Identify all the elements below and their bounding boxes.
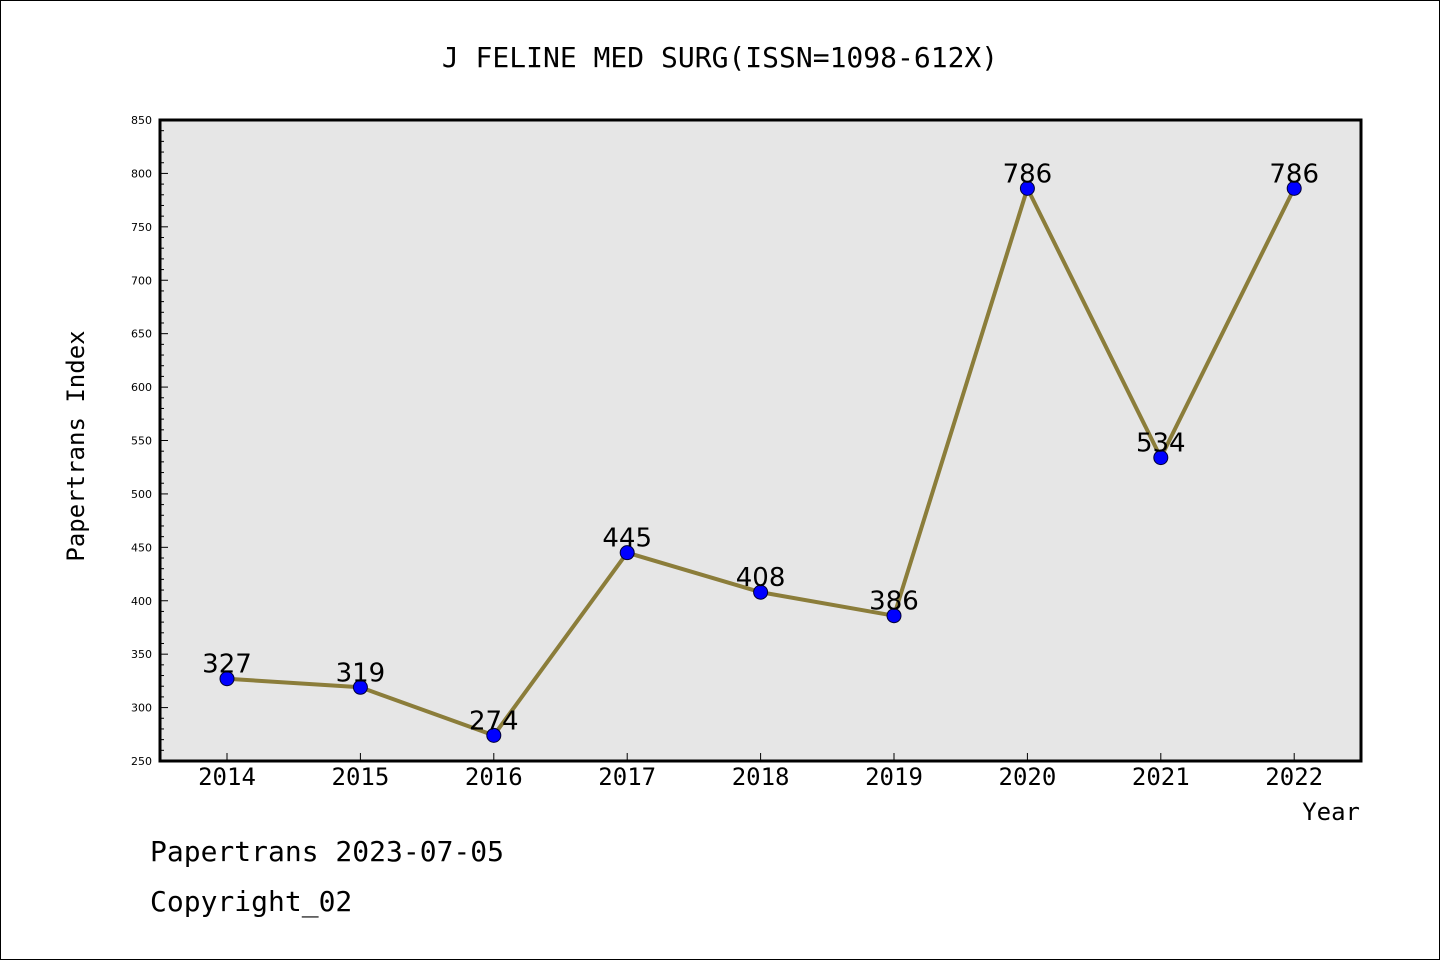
footer-date: Papertrans 2023-07-05	[150, 835, 505, 868]
x-axis-label: Year	[1302, 798, 1360, 826]
data-point	[619, 545, 635, 561]
data-point	[1019, 180, 1035, 196]
data-label: 445	[602, 524, 652, 554]
data-label: 786	[1003, 159, 1053, 189]
data-point	[352, 679, 368, 695]
x-tick-label: 2015	[332, 763, 390, 791]
y-tick-label: 400	[131, 595, 152, 608]
data-label: 534	[1136, 429, 1186, 459]
x-tick-label: 2020	[999, 763, 1057, 791]
footer-copyright: Copyright_02	[150, 885, 353, 918]
data-point	[219, 671, 235, 687]
x-axis: 2014 2015 2016 2017 2018 2019 2020 2021 2022	[198, 753, 1323, 791]
y-tick-label: 850	[131, 114, 152, 127]
data-label: 319	[336, 658, 386, 688]
x-tick-label: 2019	[865, 763, 923, 791]
x-tick-label: 2016	[465, 763, 523, 791]
data-point	[753, 584, 769, 600]
x-tick-label: 2017	[598, 763, 656, 791]
y-tick-label: 500	[131, 488, 152, 501]
data-labels: 327 319 274 445 408 386 786 534 786	[202, 159, 1319, 736]
plot-area	[158, 118, 1363, 763]
x-tick-label: 2014	[198, 763, 256, 791]
data-label: 274	[469, 706, 519, 736]
x-tick-label: 2018	[732, 763, 790, 791]
x-tick-label: 2021	[1132, 763, 1190, 791]
data-point	[1286, 180, 1302, 196]
y-tick-label: 700	[131, 274, 152, 287]
data-label: 327	[202, 650, 252, 680]
data-point	[886, 608, 902, 624]
y-tick-label: 250	[131, 755, 152, 768]
x-tick-label: 2022	[1265, 763, 1323, 791]
data-points	[219, 180, 1302, 743]
y-tick-label: 650	[131, 328, 152, 341]
y-tick-label: 750	[131, 221, 152, 234]
y-axis-label: Papertrans Index	[62, 330, 90, 561]
data-label: 786	[1269, 159, 1319, 189]
y-tick-label: 450	[131, 541, 152, 554]
data-label: 386	[869, 587, 919, 617]
y-tick-label: 350	[131, 648, 152, 661]
y-tick-label: 550	[131, 435, 152, 448]
data-label: 408	[736, 563, 786, 593]
data-point	[1153, 450, 1169, 466]
y-tick-label: 800	[131, 167, 152, 180]
chart-title: J FELINE MED SURG(ISSN=1098-612X)	[442, 41, 998, 74]
y-axis: 250 300 350 400 450 500 550 600 650 700 750 800 850	[131, 114, 168, 768]
data-point	[486, 727, 502, 743]
y-tick-label: 300	[131, 702, 152, 715]
y-tick-label: 600	[131, 381, 152, 394]
